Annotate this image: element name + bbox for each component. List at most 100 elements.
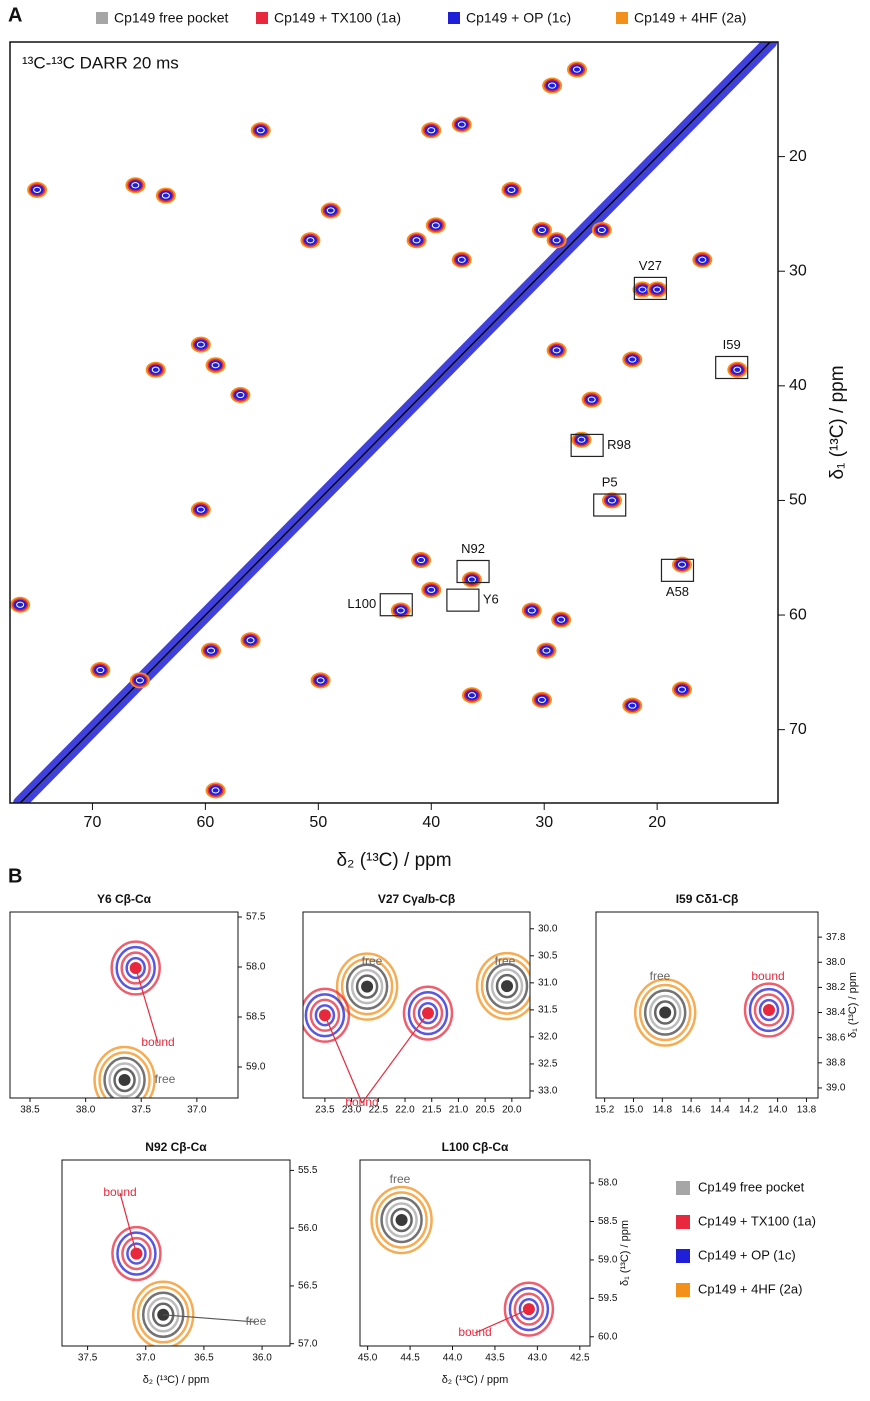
x-tick-label: 13.8: [797, 1105, 817, 1116]
contour-ring: [110, 940, 161, 996]
contour-ring: [151, 1302, 175, 1328]
contour-ring: [753, 993, 785, 1027]
y-tick-label: 38.2: [826, 982, 846, 993]
peak-contour: [194, 339, 208, 350]
x-tick-label: 60: [196, 814, 214, 831]
peak-contour: [161, 192, 170, 199]
peak-contour: [570, 64, 584, 75]
x-tick-label: 14.2: [739, 1105, 759, 1116]
peak-contour: [585, 394, 599, 405]
x-tick-label: 15.0: [624, 1105, 644, 1116]
peak-contour: [548, 82, 557, 89]
peak-contour: [13, 599, 27, 610]
contour-ring: [485, 962, 529, 1010]
point-label: bound: [345, 1095, 378, 1109]
contour-ring: [350, 968, 384, 1005]
peak-contour: [196, 506, 205, 513]
x-tick-label: 23.5: [315, 1105, 335, 1116]
peak-contour: [733, 366, 742, 373]
contour-ring: [125, 956, 146, 980]
peak-contour: [535, 694, 549, 705]
contour-ring: [340, 957, 394, 1016]
x-tick-label: 42.5: [570, 1353, 590, 1364]
leader-line: [135, 967, 159, 1044]
plot-area: [303, 951, 530, 1043]
annotation-box: [456, 559, 490, 584]
x-tick-label: 37.5: [78, 1353, 98, 1364]
x-tick-label: 22.0: [395, 1105, 415, 1116]
x-tick-label: 14.4: [710, 1105, 730, 1116]
peak-contour: [209, 360, 223, 371]
annotation-label: R98: [607, 437, 631, 452]
annotation-label: V27: [639, 258, 662, 273]
y-tick-label: 59.0: [246, 1062, 266, 1073]
peak-contour: [410, 235, 424, 246]
y-tick-label: 58.0: [598, 1178, 618, 1189]
contour-ring: [146, 1297, 180, 1333]
annotation-box: [570, 433, 604, 458]
leader-line: [324, 1015, 363, 1104]
peak-contour: [159, 190, 173, 201]
peak-contour: [587, 396, 596, 403]
peak-contour: [128, 180, 142, 191]
peak-contour: [16, 601, 25, 608]
peak-contour: [572, 66, 581, 73]
plot-area: [93, 940, 161, 1098]
contour-ring: [121, 1236, 152, 1271]
peak-dot: [659, 1006, 672, 1019]
contour-ring: [111, 1225, 162, 1282]
plot-frame: [359, 1159, 591, 1347]
peak-contour: [467, 692, 476, 699]
y-tick-label: 58.5: [598, 1216, 618, 1227]
plot-frame: [9, 41, 779, 804]
peak-contour: [554, 614, 568, 625]
peak-contour: [211, 787, 220, 794]
peak-contour: [550, 345, 564, 356]
contour-ring: [390, 1207, 413, 1233]
y-tick-label: 57.0: [298, 1338, 318, 1349]
peak-contour: [455, 254, 469, 265]
y-tick-label: 38.0: [826, 957, 846, 968]
peak-contour: [698, 256, 707, 263]
point-label: free: [495, 954, 516, 968]
x-tick-label: 14.0: [768, 1105, 788, 1116]
peak-contour: [396, 607, 405, 614]
annotation-label: Y6: [483, 592, 499, 607]
annotation-box: [379, 593, 413, 617]
plot-area: [111, 1225, 195, 1346]
x-tick-label: 44.0: [443, 1353, 463, 1364]
contour-ring: [303, 987, 351, 1043]
peak-dot: [501, 980, 514, 993]
x-tick-label: 14.6: [681, 1105, 701, 1116]
legend-swatch: [616, 12, 628, 24]
peak-contour: [412, 237, 421, 244]
panel-label: B: [8, 865, 22, 887]
annotation-box: [446, 588, 480, 612]
x-tick-label: 14.8: [653, 1105, 673, 1116]
peak-contour: [465, 690, 479, 701]
contour-ring: [412, 996, 444, 1030]
x-tick-label: 36.5: [194, 1353, 214, 1364]
legend-swatch: [96, 12, 108, 24]
contour-ring: [93, 1045, 156, 1098]
peak-contour: [457, 256, 466, 263]
peak-contour: [545, 80, 559, 91]
peak-dot: [361, 980, 374, 993]
peak-contour: [625, 700, 639, 711]
peak-contour: [577, 436, 586, 443]
peak-contour: [207, 647, 216, 654]
point-label: bound: [751, 969, 784, 983]
contour-ring: [402, 985, 454, 1041]
y-tick-label: 38.6: [826, 1032, 846, 1043]
peak-contour: [306, 237, 315, 244]
peak-contour: [427, 127, 436, 134]
peak-contour: [507, 186, 516, 193]
peak-contour: [504, 184, 518, 195]
contour-ring: [407, 990, 449, 1036]
legend-label: Cp149 free pocket: [114, 10, 229, 26]
peak-contour: [131, 182, 140, 189]
legend-swatch: [256, 12, 268, 24]
peak-contour: [628, 702, 637, 709]
peak-contour: [550, 235, 564, 246]
